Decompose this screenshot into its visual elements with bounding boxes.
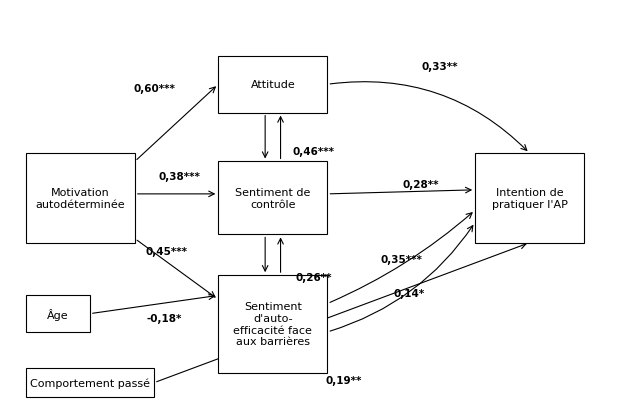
Text: 0,45***: 0,45*** bbox=[146, 246, 188, 256]
Text: Attitude: Attitude bbox=[250, 80, 295, 90]
FancyBboxPatch shape bbox=[26, 369, 154, 397]
Text: Intention de
pratiquer l'AP: Intention de pratiquer l'AP bbox=[492, 188, 568, 209]
Text: 0,26**: 0,26** bbox=[295, 273, 331, 282]
Text: 0,28**: 0,28** bbox=[403, 179, 438, 189]
Text: 0,19**: 0,19** bbox=[325, 375, 361, 385]
FancyBboxPatch shape bbox=[26, 154, 135, 243]
Text: 0,35***: 0,35*** bbox=[380, 254, 422, 264]
FancyBboxPatch shape bbox=[26, 296, 90, 332]
FancyBboxPatch shape bbox=[218, 57, 327, 113]
Text: Sentiment de
contrôle: Sentiment de contrôle bbox=[235, 188, 311, 209]
Text: Motivation
autodéterminée: Motivation autodéterminée bbox=[35, 188, 125, 209]
Text: Âge: Âge bbox=[47, 308, 69, 320]
Text: -0,18*: -0,18* bbox=[146, 313, 182, 323]
FancyBboxPatch shape bbox=[218, 162, 327, 235]
Text: Sentiment
d'auto-
efficacité face
aux barrières: Sentiment d'auto- efficacité face aux ba… bbox=[234, 302, 312, 346]
Text: 0,14*: 0,14* bbox=[394, 289, 425, 298]
Text: 0,38***: 0,38*** bbox=[159, 171, 201, 181]
Text: 0,33**: 0,33** bbox=[422, 62, 458, 72]
Text: 0,46***: 0,46*** bbox=[292, 147, 334, 157]
FancyBboxPatch shape bbox=[475, 154, 584, 243]
Text: Comportement passé: Comportement passé bbox=[30, 377, 150, 388]
Text: 0,60***: 0,60*** bbox=[133, 84, 175, 94]
FancyBboxPatch shape bbox=[218, 275, 327, 373]
